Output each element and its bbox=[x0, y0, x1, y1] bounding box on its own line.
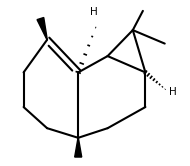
Polygon shape bbox=[37, 18, 47, 40]
Text: H: H bbox=[90, 7, 98, 17]
Text: H: H bbox=[169, 87, 177, 97]
Polygon shape bbox=[75, 138, 82, 157]
